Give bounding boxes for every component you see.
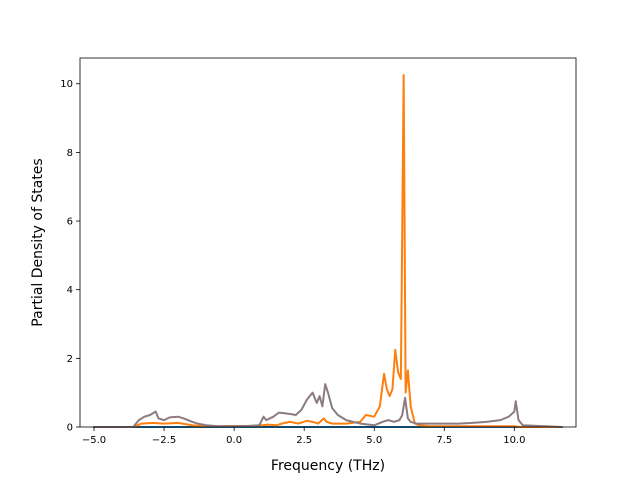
x-tick-label: 5.0 [366, 435, 382, 446]
series-line-3 [93, 383, 563, 428]
x-tick-label: −2.5 [152, 435, 176, 446]
y-tick-label: 0 [67, 423, 73, 434]
x-axis-label: Frequency (THz) [271, 458, 385, 474]
x-tick-label: 0.0 [226, 435, 242, 446]
x-tick-label: 2.5 [296, 435, 312, 446]
y-tick-label: 4 [67, 285, 73, 296]
y-tick-label: 2 [67, 354, 73, 365]
x-tick-label: 7.5 [436, 435, 452, 446]
series-line-2 [93, 74, 563, 428]
x-tick-label: −5.0 [82, 435, 106, 446]
y-tick-label: 8 [67, 148, 73, 159]
y-axis-label: Partial Density of States [30, 158, 46, 326]
plot-lines [93, 74, 563, 428]
plot-frame [79, 57, 577, 428]
x-axis: −5.0 −2.5 0.0 2.5 5.0 7.5 10.0 [82, 427, 525, 446]
y-tick-label: 6 [67, 217, 73, 228]
y-tick-label: 10 [60, 79, 73, 90]
y-axis: 0 2 4 6 8 10 [60, 79, 80, 434]
x-tick-label: 10.0 [503, 435, 525, 446]
